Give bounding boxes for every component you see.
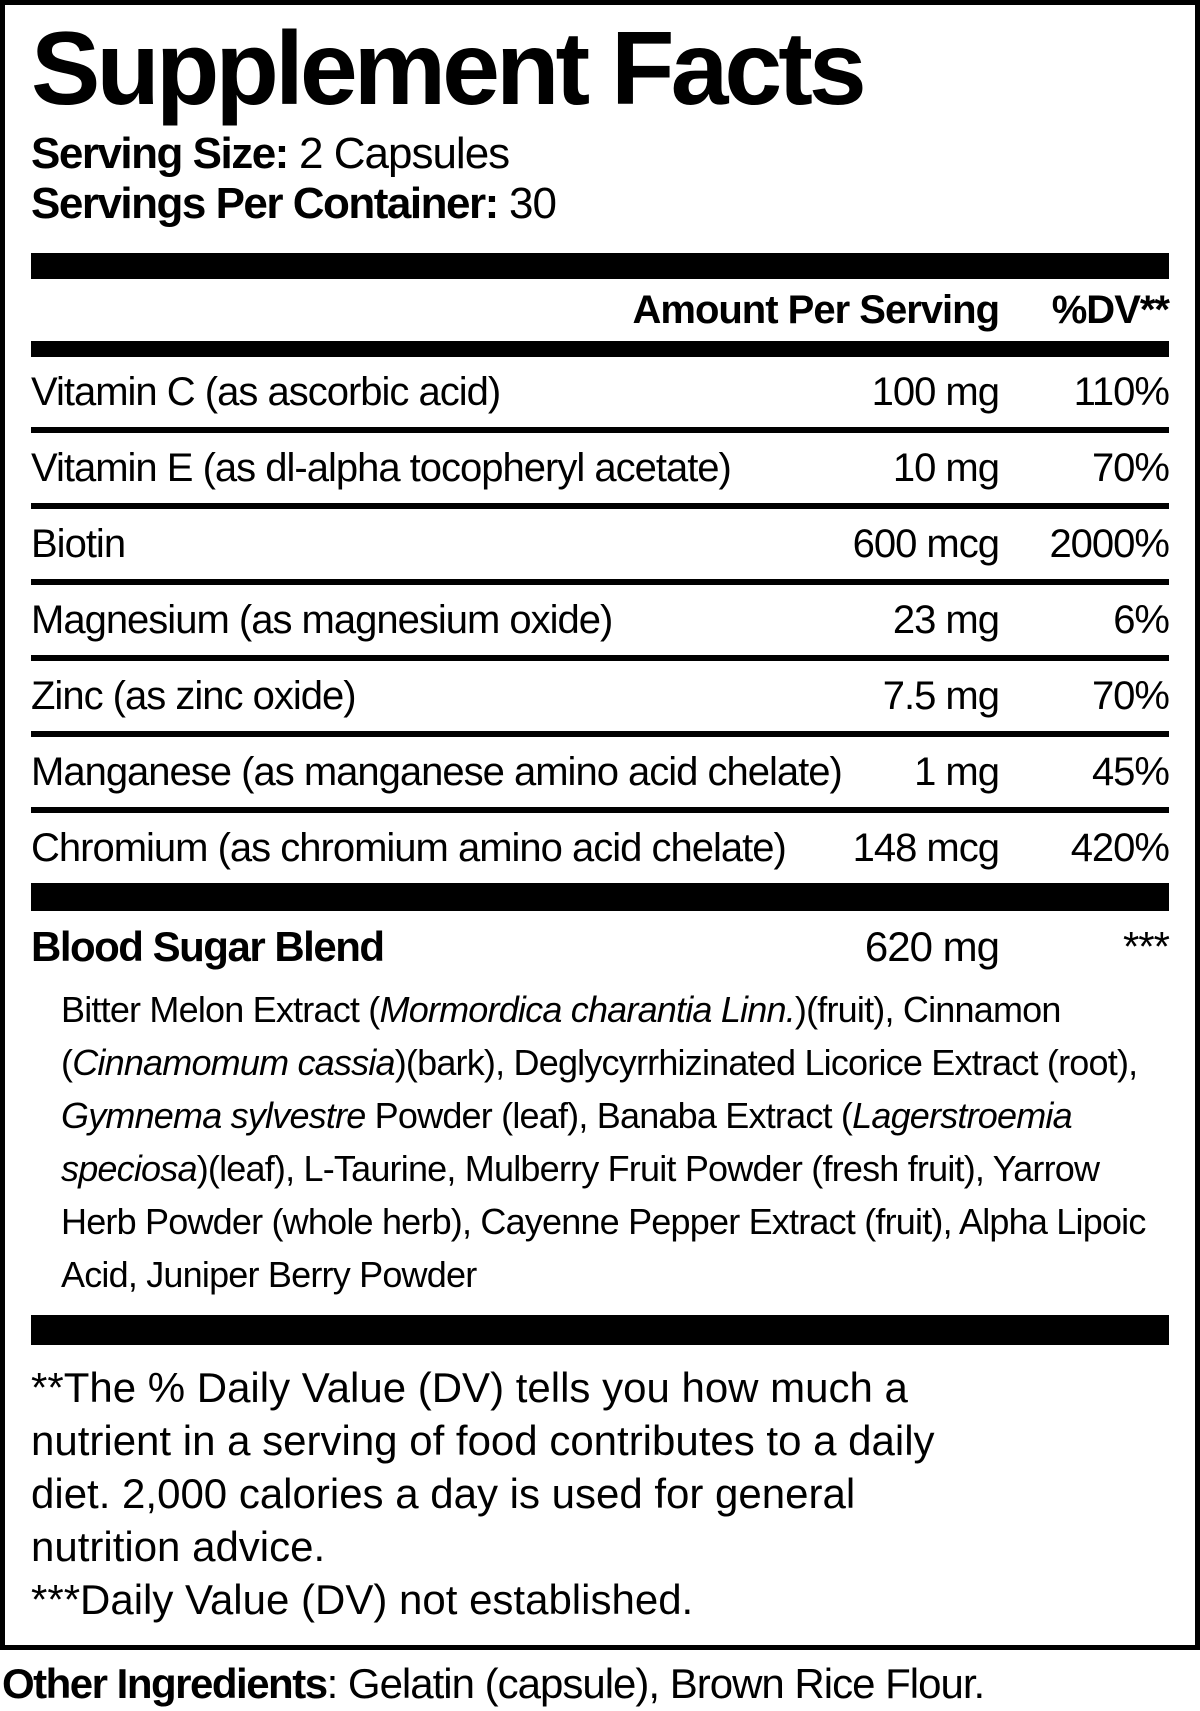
nutrient-daily-value: 70% (1091, 673, 1170, 718)
serving-size-label: Serving Size: (31, 129, 289, 178)
blend-ingredient-text: )(leaf), L-Taurine, Mulberry Fruit Powde… (61, 1148, 1146, 1295)
nutrient-name: Vitamin C (as ascorbic acid) (31, 369, 501, 414)
botanical-name-italic: Lagerstroemia speciosa (61, 1095, 1073, 1189)
supplement-facts-title: Supplement Facts (31, 11, 867, 127)
nutrient-daily-value: 45% (1091, 749, 1170, 794)
nutrient-amount: 148 mcg (852, 825, 1000, 870)
blend-ingredient-text: )(bark), Deglycyrrhizinated Licorice Ext… (394, 1042, 1138, 1083)
footnote-line: nutrition advice. (31, 1523, 326, 1570)
percent-dv-header: %DV** (1051, 288, 1170, 332)
blend-ingredient-text: Bitter Melon Extract ( (61, 989, 380, 1030)
botanical-name-italic: Mormordica charantia Linn. (379, 989, 796, 1030)
nutrient-table: Vitamin C (as ascorbic acid) 100 mg 110%… (31, 357, 1170, 883)
other-ingredients-value: : Gelatin (capsule), Brown Rice Flour. (326, 1660, 986, 1707)
supplement-facts-panel: Supplement Facts Serving Size: 2 Capsule… (0, 0, 1200, 1650)
blend-amount: 620 mg (864, 923, 1000, 970)
divider-bar-blend (31, 883, 1169, 911)
serving-size-line: Serving Size: 2 Capsules (31, 129, 1169, 179)
nutrient-amount: 100 mg (871, 369, 1000, 414)
table-row: Biotin 600 mcg 2000% (31, 503, 1170, 579)
table-row: Manganese (as manganese amino acid chela… (31, 731, 1170, 807)
other-ingredients-line: Other Ingredients: Gelatin (capsule), Br… (2, 1660, 1200, 1708)
nutrient-name: Chromium (as chromium amino acid chelate… (31, 825, 787, 870)
nutrient-amount: 7.5 mg (882, 673, 1000, 718)
amount-per-serving-header: Amount Per Serving (632, 288, 1000, 332)
table-row: Zinc (as zinc oxide) 7.5 mg 70% (31, 655, 1170, 731)
table-row: Vitamin C (as ascorbic acid) 100 mg 110% (31, 357, 1170, 427)
table-row: Vitamin E (as dl-alpha tocopheryl acetat… (31, 427, 1170, 503)
blend-ingredient-text: )(fruit), Cinnamon ( (61, 989, 1061, 1083)
blend-ingredients-description: Bitter Melon Extract (Mormordica charant… (61, 983, 1169, 1301)
botanical-name-italic: Gymnema sylvestre (61, 1095, 366, 1136)
divider-bar-footnote (31, 1315, 1169, 1345)
serving-size-value: 2 Capsules (287, 129, 510, 178)
footnote-line: ***Daily Value (DV) not established. (31, 1576, 694, 1623)
nutrient-amount: 600 mcg (852, 521, 1000, 566)
divider-bar-thick-top (31, 253, 1169, 279)
nutrient-daily-value: 110% (1073, 369, 1170, 414)
nutrient-daily-value: 70% (1091, 445, 1170, 490)
table-row: Magnesium (as magnesium oxide) 23 mg 6% (31, 579, 1170, 655)
divider-bar-header (31, 341, 1169, 357)
nutrient-amount: 1 mg (914, 749, 1000, 794)
nutrient-daily-value: 6% (1113, 597, 1170, 642)
other-ingredients-label: Other Ingredients (2, 1660, 328, 1707)
footnotes: **The % Daily Value (DV) tells you how m… (31, 1361, 1169, 1626)
servings-per-container-value: 30 (497, 179, 557, 228)
footnote-line: **The % Daily Value (DV) tells you how m… (31, 1364, 908, 1411)
botanical-name-italic: Cinnamomum cassia (72, 1042, 395, 1083)
footnote-line: diet. 2,000 calories a day is used for g… (31, 1470, 856, 1517)
nutrient-name: Magnesium (as magnesium oxide) (31, 597, 613, 642)
nutrient-amount: 10 mg (892, 445, 1000, 490)
nutrient-name: Zinc (as zinc oxide) (31, 673, 357, 718)
servings-per-container-line: Servings Per Container: 30 (31, 179, 1169, 229)
nutrient-name: Manganese (as manganese amino acid chela… (31, 749, 843, 794)
serving-info: Serving Size: 2 Capsules Servings Per Co… (31, 129, 1169, 229)
nutrient-name: Biotin (31, 521, 126, 566)
blend-daily-value: *** (1122, 923, 1170, 970)
table-row: Chromium (as chromium amino acid chelate… (31, 807, 1170, 883)
nutrient-daily-value: 420% (1070, 825, 1170, 870)
nutrient-amount: 23 mg (892, 597, 1000, 642)
table-column-headers: Amount Per Serving %DV** (31, 279, 1170, 341)
blend-header-row: Blood Sugar Blend 620 mg *** (31, 911, 1170, 983)
servings-per-container-label: Servings Per Container: (31, 179, 499, 228)
nutrient-daily-value: 2000% (1049, 521, 1170, 566)
blend-name: Blood Sugar Blend (31, 923, 385, 970)
nutrient-name: Vitamin E (as dl-alpha tocopheryl acetat… (31, 445, 732, 490)
blend-ingredient-text: Powder (leaf), Banaba Extract ( (365, 1095, 853, 1136)
footnote-line: nutrient in a serving of food contribute… (31, 1417, 935, 1464)
